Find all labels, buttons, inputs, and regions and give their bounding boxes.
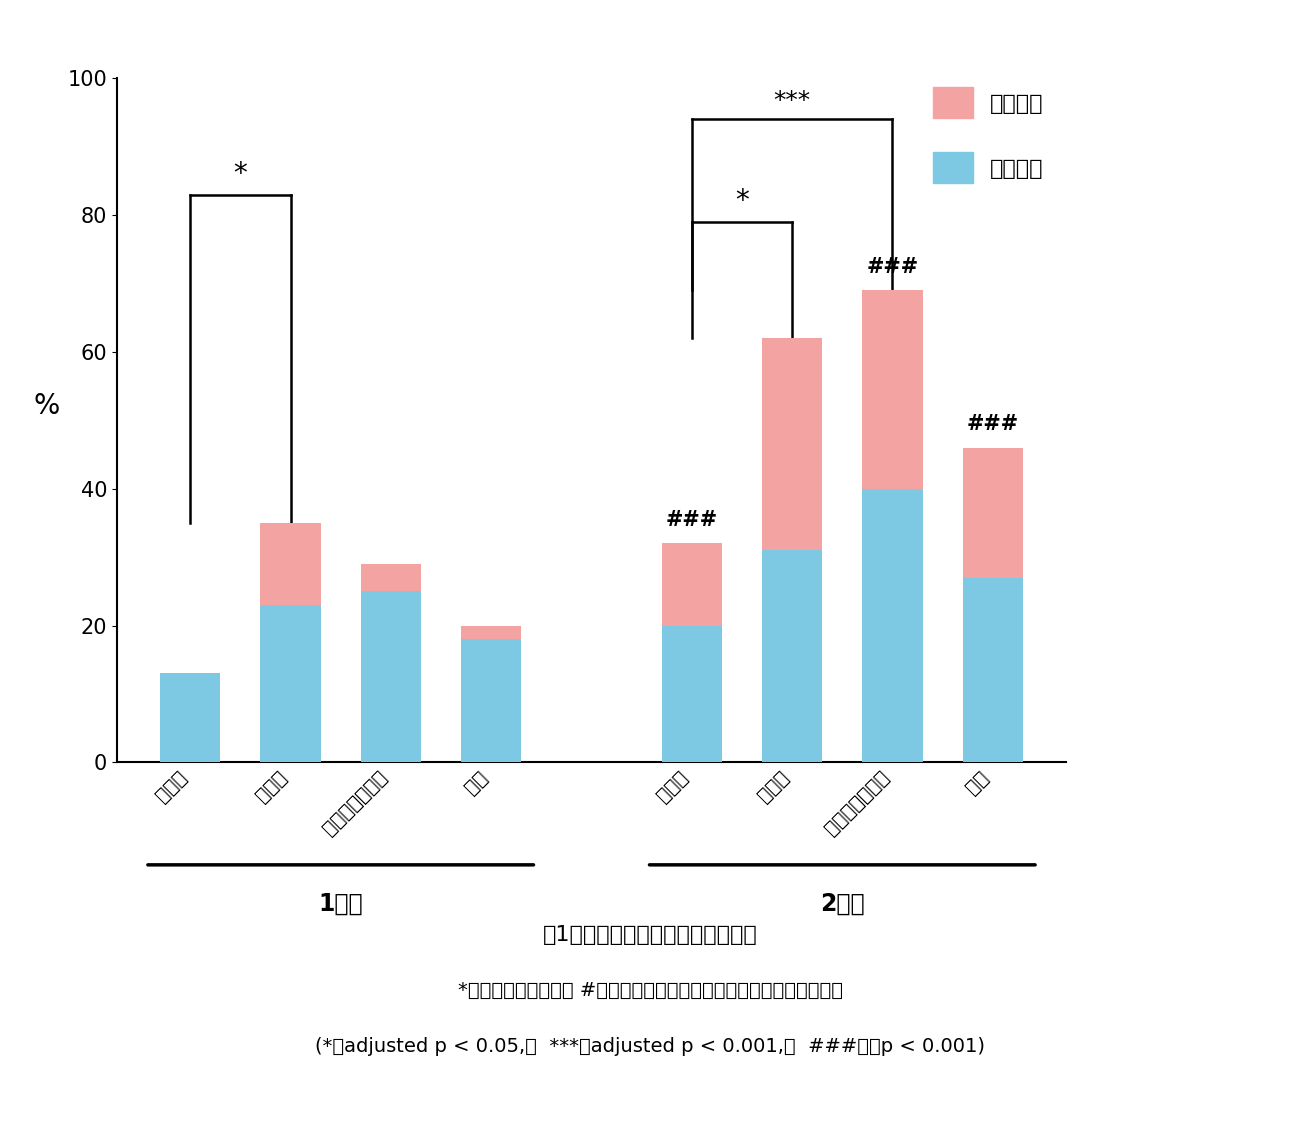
- Bar: [260, 605, 321, 762]
- Bar: [462, 639, 521, 762]
- Text: 図1．ワクチン接種後の頭痛発症率: 図1．ワクチン接種後の頭痛発症率: [542, 925, 758, 945]
- Text: ###: ###: [666, 510, 718, 530]
- Bar: [662, 626, 722, 762]
- Text: 2回目: 2回目: [820, 892, 864, 916]
- Bar: [862, 290, 923, 489]
- Text: *は健常者との比較， #は１回目との比較、ともに統計的に有意な項目: *は健常者との比較， #は１回目との比較、ともに統計的に有意な項目: [458, 981, 842, 1000]
- Bar: [762, 339, 822, 550]
- Bar: [862, 489, 923, 762]
- Text: (*：adjusted p < 0.05,　  ***：adjusted p < 0.001,　  ###：　p < 0.001): (*：adjusted p < 0.05, ***：adjusted p < 0…: [315, 1037, 985, 1056]
- Bar: [963, 577, 1023, 762]
- Bar: [963, 447, 1023, 577]
- Bar: [662, 544, 722, 626]
- Text: ###: ###: [866, 257, 919, 277]
- Text: *: *: [734, 187, 749, 215]
- Bar: [160, 674, 220, 762]
- Bar: [361, 592, 421, 762]
- Text: ###: ###: [967, 414, 1019, 434]
- Bar: [762, 550, 822, 762]
- Bar: [462, 626, 521, 639]
- Text: ***: ***: [774, 89, 811, 112]
- Text: 1回目: 1回目: [318, 892, 363, 916]
- Legend: 発熱あり, 発熱なし: 発熱あり, 発熱なし: [922, 76, 1054, 194]
- Bar: [260, 522, 321, 605]
- Y-axis label: %: %: [34, 392, 60, 420]
- Bar: [361, 564, 421, 592]
- Text: *: *: [234, 160, 247, 188]
